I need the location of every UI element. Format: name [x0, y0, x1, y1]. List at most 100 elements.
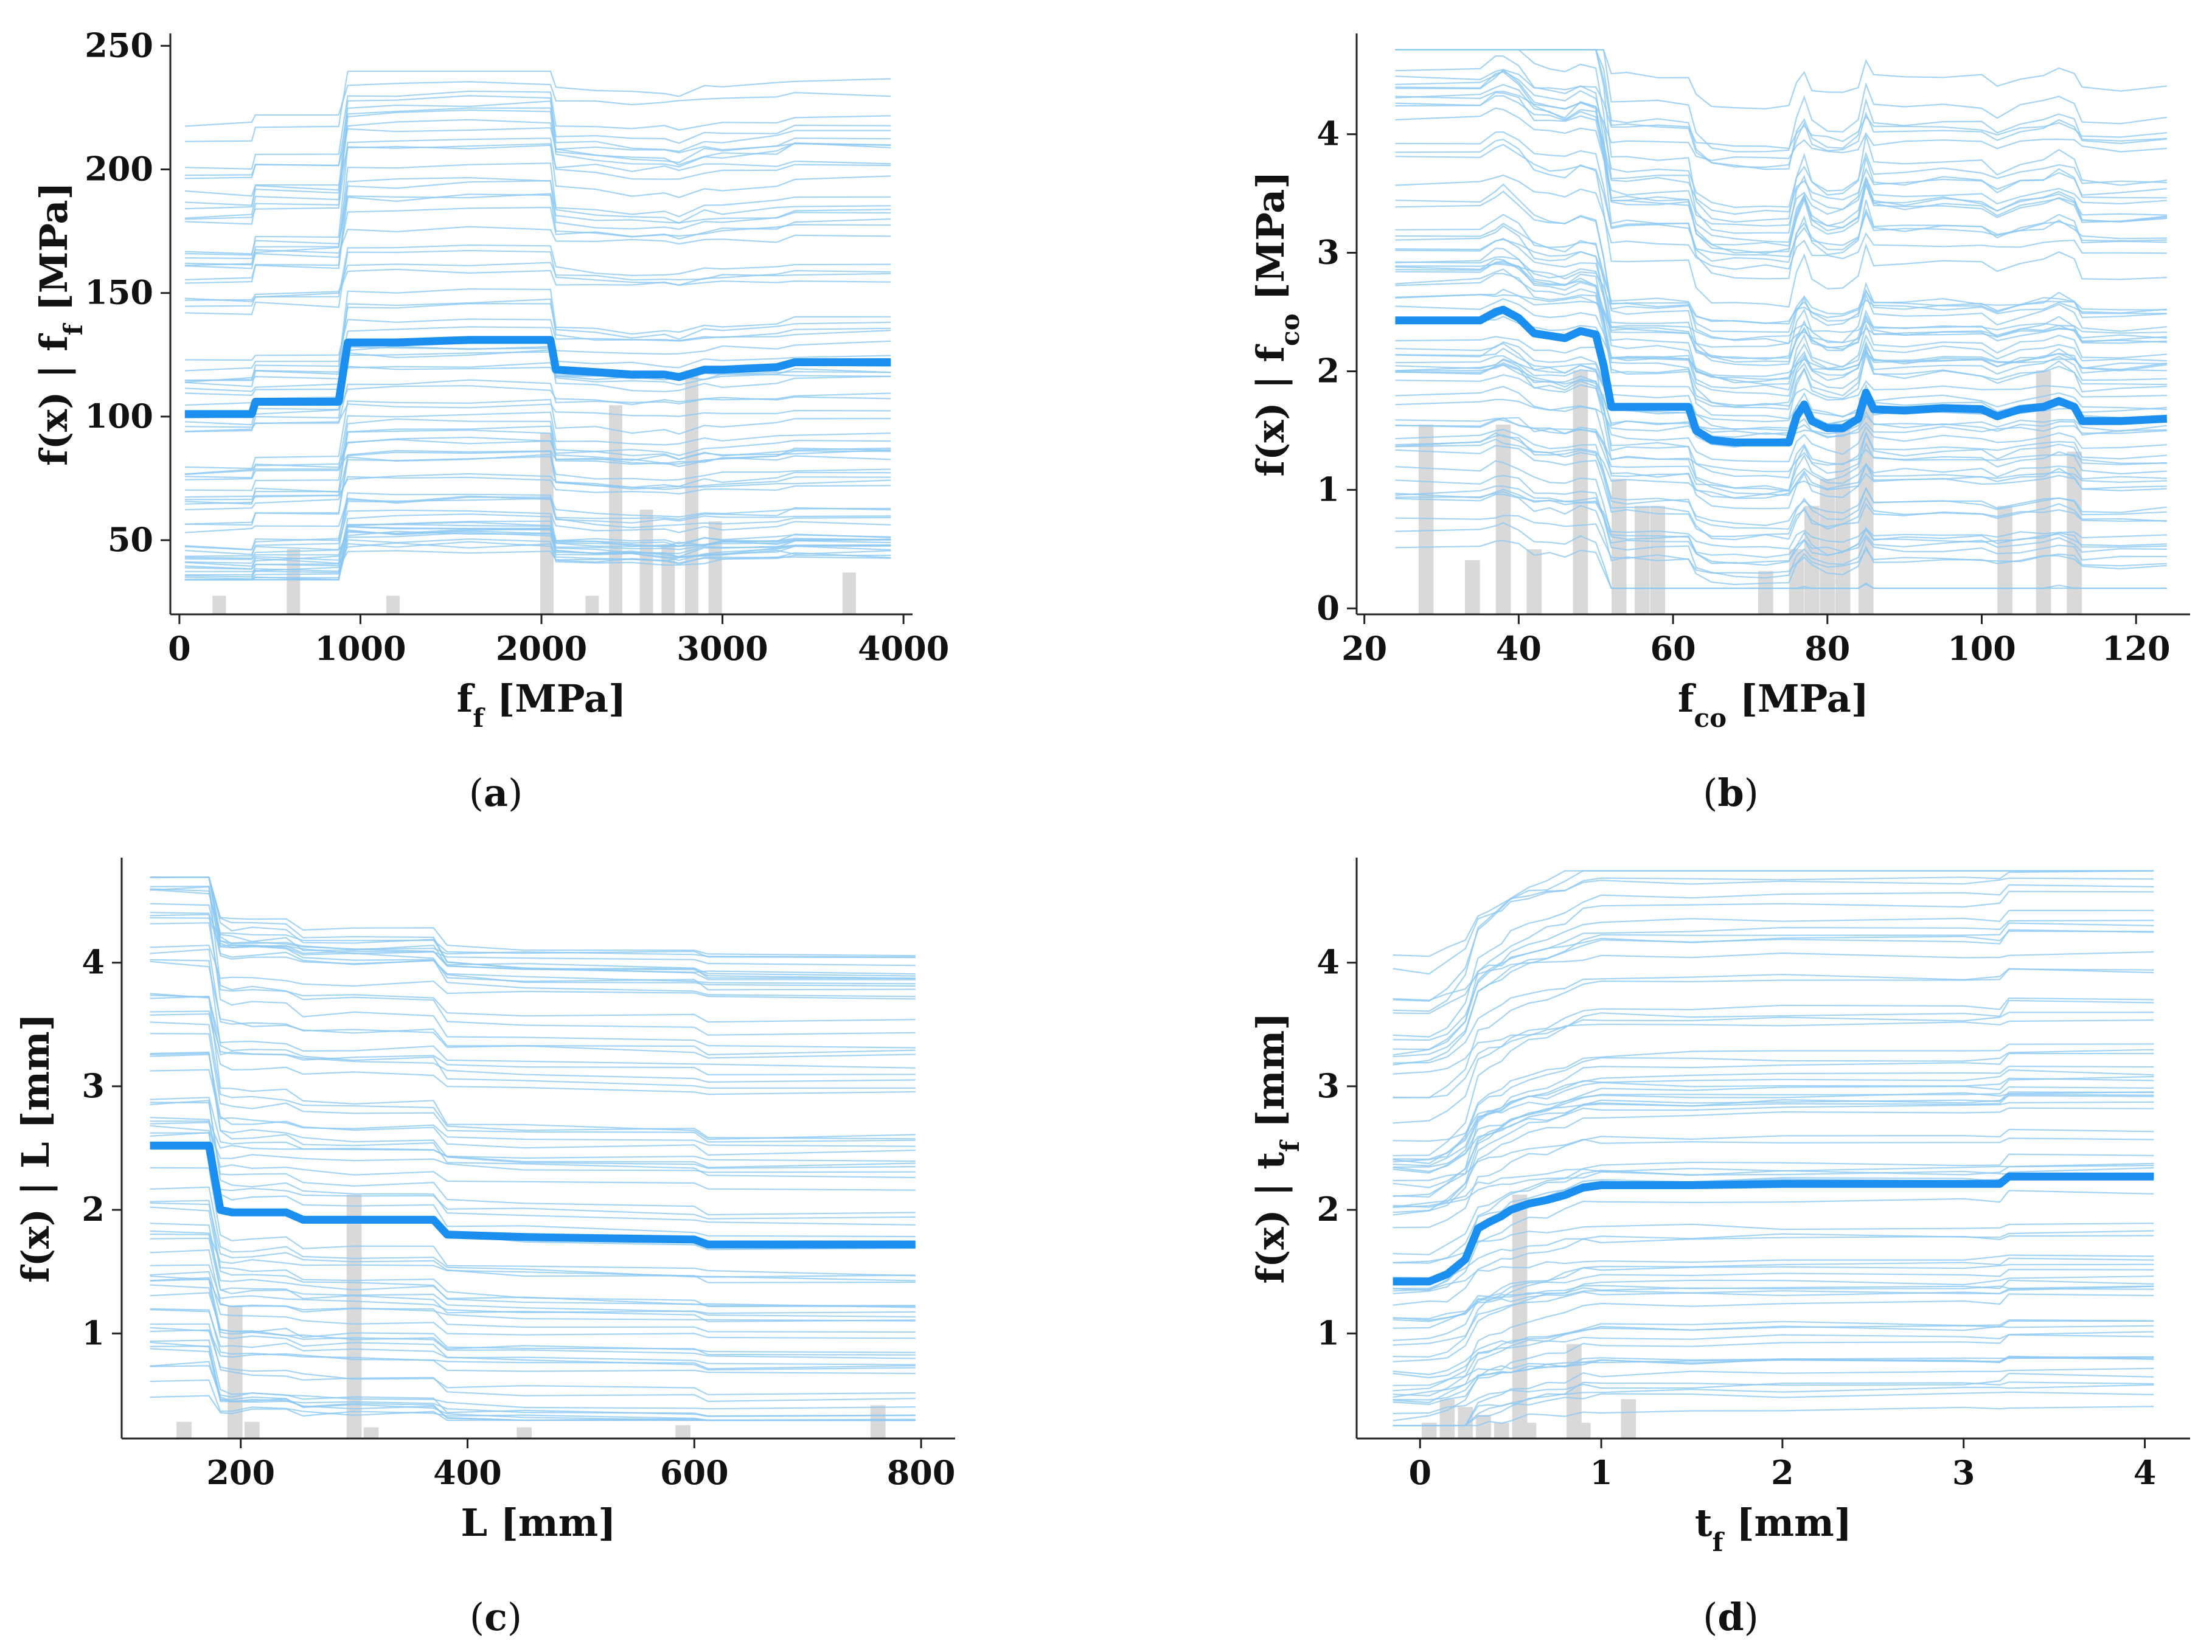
y-axis-label-d-main: f(x) | t — [1248, 1152, 1293, 1284]
histogram-bar — [675, 1425, 690, 1439]
ice-curve — [150, 1223, 916, 1322]
histogram-bar — [842, 572, 856, 614]
y-axis-label-b-main: f(x) | f — [1248, 344, 1293, 477]
ice-curve — [184, 476, 891, 511]
y-axis-label-a-unit: [MPa] — [32, 182, 76, 324]
y-tick-label: 150 — [85, 273, 153, 312]
pdp-line-d — [1393, 1172, 2154, 1286]
ice-curve — [1393, 1091, 2154, 1168]
ice-curve — [184, 473, 891, 498]
ice-curve — [1395, 49, 2168, 168]
y-axis-label-d-sub: f — [1275, 1139, 1305, 1152]
histogram-bar — [870, 1405, 886, 1439]
ice-curve — [184, 521, 891, 570]
histogram-bar — [1526, 549, 1542, 614]
ice-curve — [184, 119, 891, 206]
ice-curve — [1393, 1137, 2154, 1181]
ice-curve — [150, 912, 916, 1049]
ice-curve — [150, 888, 916, 975]
ice-curve — [150, 1284, 916, 1359]
x-tick-label: 400 — [433, 1453, 502, 1492]
ice-curve — [1395, 237, 2167, 363]
histogram-bar — [346, 1194, 362, 1439]
y-axis-label-a-sub: f — [58, 322, 88, 335]
ice-curve — [184, 249, 891, 315]
ice-curve — [1393, 1268, 2154, 1329]
x-tick-label: 20 — [1341, 629, 1387, 668]
y-axis-label-a-main: f(x) | f — [32, 333, 76, 466]
ice-curve — [150, 876, 916, 998]
histogram-bar — [516, 1427, 532, 1439]
y-tick-label: 4 — [1316, 114, 1340, 153]
caption-letter: b — [1717, 771, 1744, 815]
x-axis-label-a-sub: f — [473, 703, 485, 733]
ice-curve — [184, 180, 891, 280]
ice-curve — [150, 1292, 916, 1353]
ice-curve — [1395, 213, 2167, 367]
ice-curve — [1395, 374, 2167, 463]
ice-curve — [150, 1132, 916, 1220]
ice-curve — [184, 100, 891, 179]
x-axis-label-a-unit: [MPa] — [484, 676, 626, 721]
x-axis-label-c: L [mm] — [461, 1501, 616, 1545]
ice-curve — [184, 509, 891, 555]
axes-d — [1355, 858, 2190, 1440]
ice-curve — [1395, 225, 2167, 386]
ice-curve — [184, 81, 891, 127]
caption-paren-open: ( — [1703, 1595, 1717, 1639]
ice-curve — [1395, 428, 2167, 530]
histogram-bar — [1997, 505, 2012, 614]
ice-curve — [1393, 1325, 2154, 1376]
y-tick-label: 3 — [1316, 233, 1340, 272]
ice-curve — [184, 162, 891, 269]
ice-curve — [150, 1348, 916, 1421]
ice-curve — [1393, 1065, 2154, 1174]
x-tick-label: 2 — [1771, 1453, 1794, 1492]
ice-curve — [184, 498, 891, 551]
caption-paren-open: ( — [470, 1595, 484, 1639]
ice-curve — [184, 345, 891, 381]
ice-curve — [1393, 1319, 2154, 1397]
x-tick-label: 0 — [1408, 1453, 1431, 1492]
ice-curve — [1393, 1406, 2154, 1426]
y-axis-label-d-unit: [mm] — [1248, 1012, 1293, 1140]
histogram-bar — [1494, 1423, 1509, 1439]
ice-curve — [184, 288, 891, 381]
ice-curve — [1395, 144, 2167, 258]
x-tick-label: 40 — [1496, 629, 1542, 668]
x-axis-label-b-sub: co — [1694, 703, 1727, 733]
x-tick-label: 100 — [1947, 629, 2016, 668]
y-tick-label: 1 — [1316, 1313, 1340, 1352]
ice-curve — [1395, 190, 2167, 344]
y-axis-label-c-main: f(x) | L — [13, 1142, 58, 1283]
y-tick-label: 2 — [82, 1190, 105, 1229]
ice-curve — [1395, 69, 2168, 254]
ice-curve — [150, 1230, 916, 1278]
y-axis-label-c: f(x) | L [mm] — [13, 1013, 58, 1283]
ice-curve — [1393, 870, 2154, 975]
axes-c — [120, 858, 955, 1440]
y-tick-label: 4 — [82, 943, 105, 982]
ice-curve — [184, 326, 891, 383]
y-axis-label-d: f(x) | tf [mm] — [1248, 1012, 1305, 1283]
caption-letter: a — [484, 771, 508, 815]
histogram-bar — [708, 521, 722, 614]
ice-curve — [1395, 69, 2168, 150]
ice-curve — [150, 1323, 916, 1403]
caption-paren-open: ( — [469, 771, 484, 815]
ice-curve — [1393, 884, 2154, 1038]
y-tick-label: 0 — [1316, 588, 1340, 627]
ice-curve — [1393, 1372, 2154, 1426]
ice-curve — [150, 995, 916, 1083]
ice-curve — [184, 226, 891, 260]
ice-curve — [1395, 92, 2168, 247]
axes-b — [1355, 33, 2190, 616]
x-axis-label-d-unit: [mm] — [1723, 1501, 1852, 1545]
y-tick-label: 1 — [1316, 470, 1340, 508]
ice-curve — [1395, 262, 2167, 406]
y-tick-label: 100 — [85, 397, 153, 436]
ice-curve — [184, 398, 891, 470]
y-tick-label: 2 — [1316, 351, 1340, 390]
